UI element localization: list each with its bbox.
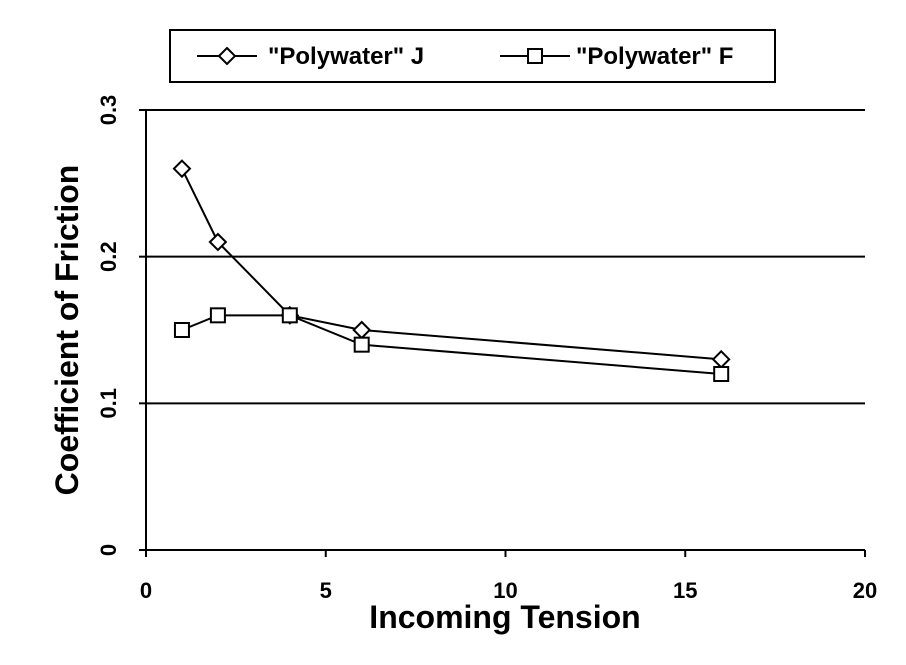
x-tick-label: 0 [140,578,152,603]
legend: "Polywater" J "Polywater" F [169,29,776,83]
legend-label: "Polywater" J [268,43,424,70]
y-tick-label: 0.1 [96,388,121,419]
series-1 [172,159,731,369]
x-tick-label: 5 [320,578,332,603]
series-2 [173,307,730,382]
data-point [173,322,190,338]
series-group [172,159,731,382]
series-line [181,314,722,375]
legend-marker [217,46,237,66]
data-point [208,232,228,252]
y-tick-label: 0 [96,544,121,556]
y-tick-label: 0.2 [96,241,121,272]
data-point [711,349,731,369]
legend-box [169,29,776,83]
axes: 0 0.1 0.2 0.3 0 5 10 15 20 [96,95,877,603]
data-point [172,159,192,179]
data-point [352,320,372,340]
x-tick-label: 15 [673,578,697,603]
legend-label: "Polywater" F [576,43,733,70]
gridlines [146,109,865,405]
y-axis-title: Coefficient of Friction [49,165,85,496]
data-point [713,366,730,382]
y-tick-label: 0.3 [96,95,121,126]
x-axis-title: Incoming Tension [369,599,640,635]
data-point [281,307,298,324]
data-point [209,307,226,324]
x-tick-label: 20 [853,578,877,603]
data-point [353,336,370,353]
legend-marker [527,48,543,64]
x-tick-label: 10 [493,578,517,603]
series-line [181,168,722,361]
